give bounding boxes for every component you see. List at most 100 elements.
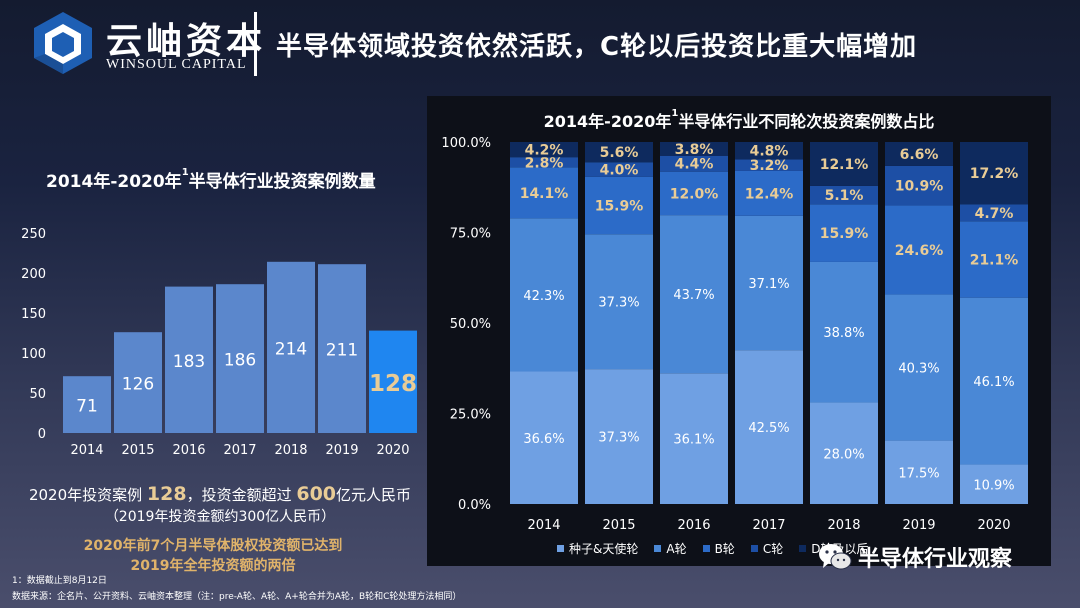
wechat-icon [819,544,852,570]
segment-value-label: 12.1% [820,157,869,173]
legend-swatch [750,545,758,552]
bar [369,330,417,433]
legend-label: B轮 [714,542,735,556]
page-title: 半导体领域投资依然活跃，C轮以后投资比重大幅增加 [276,32,918,62]
legend-label: 种子&天使轮 [569,542,639,556]
segment-value-label: 10.9% [895,179,944,195]
segment-4 [810,142,878,186]
bar [267,261,315,433]
bar-value-label: 186 [224,351,256,371]
legend-swatch [702,545,710,552]
segment-2 [885,205,953,295]
segment-4 [585,142,653,163]
legend-item: C轮 [750,540,783,557]
segment-0 [510,371,578,504]
segment-value-label: 46.1% [973,375,1014,390]
segment-value-label: 40.3% [898,362,939,377]
x-tick-label: 2016 [172,443,205,458]
segment-0 [885,440,953,504]
segment-2 [960,221,1028,298]
segment-4 [660,142,728,156]
logo-english-text: WINSOUL CAPITAL [106,57,247,72]
highlight-line-1: 2020年前7个月半导体股权投资额已达到 [83,538,343,554]
x-tick-label: 2017 [752,518,785,533]
x-tick-label: 2018 [827,518,860,533]
segment-1 [885,294,953,441]
x-tick-label: 2019 [902,518,935,533]
bar [318,264,366,433]
x-tick-label: 2015 [121,443,154,458]
segment-0 [735,350,803,504]
segment-value-label: 28.0% [823,447,864,462]
segment-3 [735,159,803,171]
segment-3 [885,165,953,206]
bar-value-label: 183 [173,352,205,372]
right-chart-title: 2014年-2020年1半导体行业不同轮次投资案例数占比 [543,108,935,131]
title-divider [254,12,257,76]
segment-value-label: 12.0% [670,186,719,202]
segment-3 [660,155,728,172]
bar [63,376,111,433]
legend-label: A轮 [666,542,687,556]
highlight-line-2: 2019年全年投资额的两倍 [130,558,296,574]
y-tick-label: 0.0% [458,498,491,513]
y-tick-label: 100 [21,347,46,362]
segment-value-label: 37.3% [598,296,639,311]
bar-value-label: 71 [76,397,98,417]
y-tick-label: 0 [38,427,46,442]
bar-value-label: 128 [369,371,417,397]
segment-1 [735,215,803,351]
segment-2 [510,167,578,219]
segment-value-label: 5.1% [825,188,864,204]
segment-value-label: 37.1% [748,277,789,292]
legend-swatch [799,545,807,552]
x-tick-label: 2019 [325,443,358,458]
segment-value-label: 17.2% [970,166,1019,182]
segment-value-label: 3.2% [750,158,789,174]
logo-chinese-text: 云岫资本 [106,20,267,62]
segment-3 [510,157,578,168]
x-tick-label: 2017 [223,443,256,458]
segment-value-label: 2.8% [525,155,564,171]
segment-value-label: 15.9% [595,198,644,214]
segment-4 [510,142,578,158]
wechat-watermark: 半导体行业观察 [818,541,1012,573]
segment-value-label: 4.7% [975,206,1014,222]
segment-value-label: 12.4% [745,186,794,202]
segment-3 [960,204,1028,222]
segment-4 [735,142,803,160]
segment-value-label: 42.5% [748,421,789,436]
legend-item: 种子&天使轮 [557,540,638,557]
legend-item: A轮 [654,540,687,557]
segment-3 [585,162,653,177]
segment-value-label: 4.2% [525,143,564,159]
segment-2 [810,204,878,262]
x-tick-label: 2020 [977,518,1010,533]
segment-1 [585,234,653,370]
segment-value-label: 6.6% [900,147,939,163]
segment-value-label: 42.3% [523,289,564,304]
winsoul-logo-icon [34,12,92,74]
segment-1 [660,215,728,374]
segment-value-label: 38.8% [823,326,864,341]
x-tick-label: 2015 [602,518,635,533]
segment-0 [660,373,728,504]
bar-value-label: 126 [122,375,154,395]
segment-value-label: 21.1% [970,252,1019,268]
segment-2 [735,170,803,216]
segment-value-label: 14.1% [520,186,569,202]
bar [114,332,162,433]
y-tick-label: 250 [21,227,46,242]
x-tick-label: 2014 [70,443,103,458]
left-chart-title: 2014年-2020年1半导体行业投资案例数量 [46,167,376,192]
segment-1 [960,297,1028,465]
segment-2 [585,176,653,235]
summary-line-1: 2020年投资案例 128，投资金额超过 600亿元人民币 [28,483,412,505]
legend-swatch [654,545,662,552]
wechat-account-name: 半导体行业观察 [858,547,1013,572]
x-tick-label: 2018 [274,443,307,458]
footnote-source: 数据来源：企名片、公开资料、云岫资本整理（注：pre-A轮、A轮、A+轮合并为A… [12,592,462,602]
segment-value-label: 10.9% [973,478,1014,493]
segment-value-label: 17.5% [898,466,939,481]
bar [216,284,264,433]
